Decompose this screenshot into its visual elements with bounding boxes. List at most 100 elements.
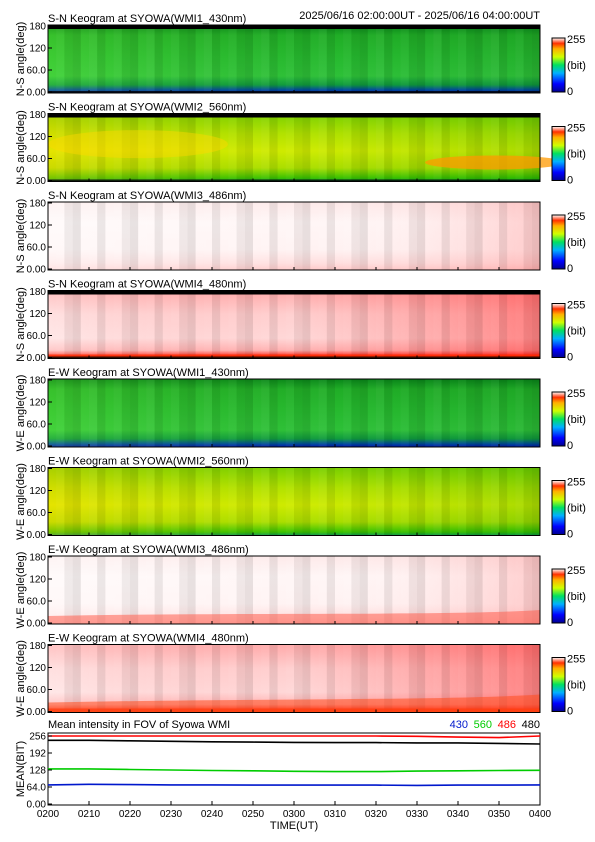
texture-stripe — [499, 644, 508, 713]
texture-stripe — [466, 202, 475, 270]
texture-stripe — [253, 379, 261, 447]
texture-stripe — [376, 467, 385, 536]
x-tick-label: 0300 — [283, 809, 306, 820]
texture-stripe — [269, 379, 278, 447]
texture-stripe — [483, 291, 491, 359]
texture-stripe — [499, 467, 508, 536]
texture-stripe — [64, 25, 73, 93]
y-tick-label: 0.00 — [27, 530, 47, 541]
texture-stripe — [433, 290, 442, 359]
texture-stripe — [417, 113, 426, 182]
colorbar-max-label: 255 — [567, 211, 585, 223]
texture-stripe — [212, 290, 221, 359]
keogram-texture — [56, 467, 540, 536]
texture-stripe — [261, 290, 270, 359]
keogram-panel-7: E-W Keogram at SYOWA(WMI3_486nm) 0.00 60.0… — [15, 544, 586, 630]
x-tick-label: 0210 — [78, 809, 101, 820]
keogram-texture — [64, 202, 540, 270]
texture-stripe — [318, 290, 327, 359]
texture-stripe — [531, 379, 540, 447]
texture-stripe — [138, 379, 146, 447]
texture-stripe — [523, 202, 532, 270]
texture-stripe — [343, 468, 351, 536]
keogram-panel-2: S-N Keogram at SYOWA(WMI2_560nm) 0.00 60.0… — [15, 102, 586, 188]
texture-stripe — [368, 114, 376, 182]
texture-stripe — [269, 556, 278, 624]
texture-stripe — [425, 114, 433, 182]
texture-stripe — [326, 113, 335, 182]
texture-stripe — [401, 291, 409, 359]
colorbar-max-label: 255 — [567, 300, 585, 312]
texture-stripe — [294, 556, 303, 624]
texture-stripe — [302, 202, 311, 270]
texture-stripe — [515, 202, 523, 270]
texture-stripe — [384, 202, 393, 270]
series-line-480 — [48, 739, 541, 745]
texture-stripe — [368, 468, 376, 536]
texture-stripe — [138, 202, 146, 270]
texture-stripe — [171, 379, 179, 447]
texture-stripe — [417, 644, 426, 713]
texture-stripe — [384, 556, 393, 624]
y-tick-label: 60.0 — [27, 154, 47, 165]
texture-stripe — [154, 644, 163, 713]
texture-stripe — [236, 467, 245, 536]
y-tick-label: 128 — [29, 766, 46, 777]
texture-stripe — [376, 379, 385, 447]
texture-stripe — [64, 379, 73, 447]
texture-stripe — [253, 468, 261, 536]
texture-stripe — [326, 556, 335, 624]
texture-stripe — [212, 379, 221, 447]
texture-stripe — [72, 644, 81, 713]
texture-stripe — [417, 202, 426, 270]
texture-stripe — [474, 467, 483, 536]
texture-stripe — [326, 290, 335, 359]
texture-stripe — [89, 556, 98, 624]
texture-stripe — [286, 202, 294, 270]
texture-stripe — [359, 290, 368, 359]
texture-stripe — [56, 468, 64, 536]
y-tick-label: 180 — [29, 22, 46, 33]
texture-stripe — [318, 25, 327, 93]
texture-stripe — [236, 113, 245, 182]
texture-stripe — [433, 25, 442, 93]
texture-stripe — [130, 556, 139, 624]
y-tick-label: 60.0 — [27, 508, 47, 519]
texture-stripe — [441, 25, 450, 93]
keogram-time-trend — [48, 467, 540, 536]
texture-stripe — [114, 468, 122, 536]
texture-stripe — [154, 290, 163, 359]
texture-stripe — [425, 291, 433, 359]
texture-stripe — [121, 644, 130, 713]
texture-stripe — [499, 113, 508, 182]
y-tick-label: 60.0 — [27, 685, 47, 696]
texture-stripe — [351, 113, 360, 182]
texture-stripe — [114, 202, 122, 270]
keogram-time-trend — [48, 556, 540, 624]
texture-stripe — [433, 556, 442, 624]
texture-stripe — [212, 644, 221, 713]
texture-stripe — [236, 379, 245, 447]
texture-stripe — [244, 556, 253, 624]
texture-stripe — [212, 25, 221, 93]
texture-stripe — [130, 467, 139, 536]
mean-intensity-plot: Mean intensity in FOV of Syowa WMI 480 486… — [15, 719, 552, 832]
colorbar — [551, 126, 566, 181]
texture-stripe — [302, 25, 311, 93]
y-tick-label: 0.00 — [27, 707, 47, 718]
texture-stripe — [203, 202, 212, 270]
y-tick-label: 120 — [29, 663, 46, 674]
texture-stripe — [203, 644, 212, 713]
texture-stripe — [121, 290, 130, 359]
texture-stripe — [425, 379, 433, 447]
texture-stripe — [121, 556, 130, 624]
texture-stripe — [417, 467, 426, 536]
texture-stripe — [343, 202, 351, 270]
texture-stripe — [343, 114, 351, 182]
keogram-top-band — [48, 113, 540, 118]
texture-stripe — [203, 467, 212, 536]
texture-stripe — [212, 202, 221, 270]
texture-stripe — [138, 468, 146, 536]
texture-stripe — [531, 113, 540, 182]
texture-stripe — [171, 25, 179, 93]
